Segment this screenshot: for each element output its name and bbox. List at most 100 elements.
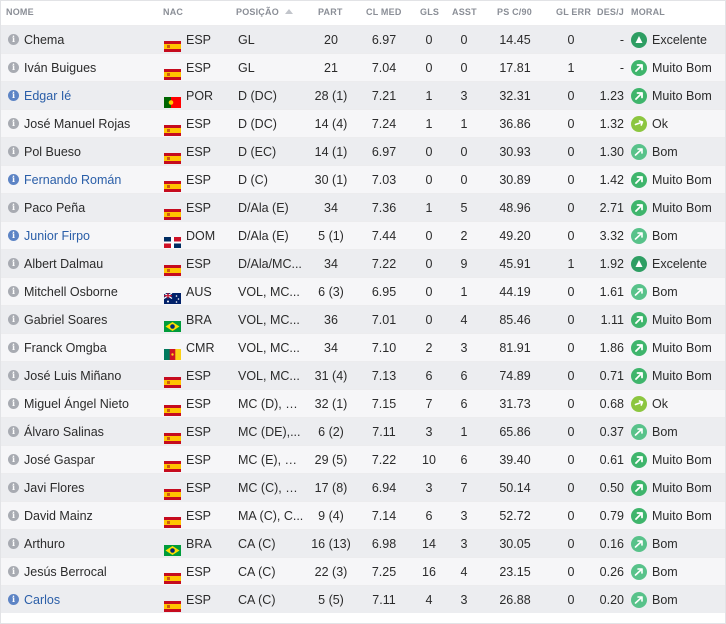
header-des[interactable]: DES/J	[597, 7, 625, 17]
player-name[interactable]: Chema	[24, 33, 65, 47]
table-row[interactable]: i Jesús Berrocal ESP CA (C) 22 (3) 7.25 …	[0, 557, 726, 585]
player-name[interactable]: José Gaspar	[24, 453, 95, 467]
info-cell[interactable]: i	[8, 334, 20, 362]
table-row[interactable]: i José Manuel Rojas ESP D (DC) 14 (4) 7.…	[0, 109, 726, 137]
table-row[interactable]: i Pol Bueso ESP D (EC) 14 (1) 6.97 0 0 3…	[0, 137, 726, 165]
info-icon[interactable]: i	[8, 342, 19, 354]
player-name[interactable]: José Manuel Rojas	[24, 117, 131, 131]
errors-leading-to-goal: 0	[567, 565, 575, 579]
player-name[interactable]: Javi Flores	[24, 481, 85, 495]
info-icon[interactable]: i	[8, 34, 19, 46]
info-icon[interactable]: i	[8, 118, 19, 130]
table-row[interactable]: i Carlos ESP CA (C) 5 (5) 7.11 4 3 26.88…	[0, 585, 726, 613]
player-name[interactable]: José Luis Miñano	[24, 369, 122, 383]
table-row[interactable]: i Paco Peña ESP D/Ala (E) 34 7.36 1 5 48…	[0, 193, 726, 221]
info-icon[interactable]: i	[8, 510, 19, 522]
header-name[interactable]: NOME	[6, 7, 34, 17]
player-name[interactable]: Miguel Ángel Nieto	[24, 397, 129, 411]
info-cell[interactable]: i	[8, 306, 20, 334]
header-ps[interactable]: PS C/90	[497, 7, 532, 17]
table-row[interactable]: i José Luis Miñano ESP VOL, MC... 31 (4)…	[0, 361, 726, 389]
info-icon[interactable]: i	[8, 398, 19, 410]
info-icon[interactable]: i	[8, 230, 19, 242]
table-row[interactable]: i Mitchell Osborne AUS VOL, MC... 6 (3) …	[0, 277, 726, 305]
player-name[interactable]: Fernando Román	[24, 173, 122, 187]
esp-flag-icon	[164, 34, 181, 53]
morale-cell: Bom	[631, 418, 725, 446]
table-row[interactable]: i Gabriel Soares BRA VOL, MC... 36 7.01 …	[0, 305, 726, 333]
player-name[interactable]: Paco Peña	[24, 201, 86, 215]
header-nat[interactable]: NAC	[163, 7, 184, 17]
table-row[interactable]: i Fernando Román ESP D (C) 30 (1) 7.03 0…	[0, 165, 726, 193]
passes-per-90: 14.45	[499, 33, 531, 47]
info-cell[interactable]: i	[8, 418, 20, 446]
info-cell[interactable]: i	[8, 110, 20, 138]
player-name[interactable]: Álvaro Salinas	[24, 425, 104, 439]
table-row[interactable]: i David Mainz ESP MA (C), C... 9 (4) 7.1…	[0, 501, 726, 529]
player-name[interactable]: Iván Buigues	[24, 61, 97, 75]
header-moral[interactable]: MORAL	[631, 7, 665, 17]
table-row[interactable]: i José Gaspar ESP MC (E), M... 29 (5) 7.…	[0, 445, 726, 473]
info-icon[interactable]: i	[8, 258, 19, 270]
info-cell[interactable]: i	[8, 222, 20, 250]
player-name[interactable]: Albert Dalmau	[24, 257, 104, 271]
info-icon[interactable]: i	[8, 594, 19, 606]
info-icon[interactable]: i	[8, 426, 19, 438]
info-cell[interactable]: i	[8, 446, 20, 474]
header-gls[interactable]: GLS	[420, 7, 440, 17]
info-cell[interactable]: i	[8, 54, 20, 82]
player-name[interactable]: Pol Bueso	[24, 145, 81, 159]
info-cell[interactable]: i	[8, 586, 20, 614]
info-cell[interactable]: i	[8, 166, 20, 194]
header-clmed[interactable]: CL MED	[366, 7, 402, 17]
info-cell[interactable]: i	[8, 194, 20, 222]
info-icon[interactable]: i	[8, 286, 19, 298]
table-row[interactable]: i Chema ESP GL 20 6.97 0 0 14.45 0 - Exc…	[0, 25, 726, 53]
table-row[interactable]: i Albert Dalmau ESP D/Ala/MC... 34 7.22 …	[0, 249, 726, 277]
player-name[interactable]: Arthuro	[24, 537, 65, 551]
info-icon[interactable]: i	[8, 90, 19, 102]
table-row[interactable]: i Edgar Ié POR D (DC) 28 (1) 7.21 1 3 32…	[0, 81, 726, 109]
table-row[interactable]: i Arthuro BRA CA (C) 16 (13) 6.98 14 3 3…	[0, 529, 726, 557]
player-name[interactable]: Edgar Ié	[24, 89, 72, 103]
info-icon[interactable]: i	[8, 314, 19, 326]
info-cell[interactable]: i	[8, 138, 20, 166]
morale-muito-bom-icon	[631, 59, 647, 76]
info-icon[interactable]: i	[8, 62, 19, 74]
table-row[interactable]: i Álvaro Salinas ESP MC (DE),... 6 (2) 7…	[0, 417, 726, 445]
info-cell[interactable]: i	[8, 558, 20, 586]
info-icon[interactable]: i	[8, 454, 19, 466]
info-cell[interactable]: i	[8, 278, 20, 306]
table-row[interactable]: i Franck Omgba CMR VOL, MC... 34 7.10 2 …	[0, 333, 726, 361]
header-glerr[interactable]: GL ERR	[556, 7, 592, 17]
header-asst[interactable]: ASST	[452, 7, 477, 17]
info-cell[interactable]: i	[8, 250, 20, 278]
info-icon[interactable]: i	[8, 174, 19, 186]
info-cell[interactable]: i	[8, 82, 20, 110]
table-row[interactable]: i Javi Flores ESP MC (C), M... 17 (8) 6.…	[0, 473, 726, 501]
info-icon[interactable]: i	[8, 482, 19, 494]
player-name[interactable]: Junior Firpo	[24, 229, 90, 243]
player-name[interactable]: Jesús Berrocal	[24, 565, 107, 579]
info-cell[interactable]: i	[8, 530, 20, 558]
info-icon[interactable]: i	[8, 146, 19, 158]
info-cell[interactable]: i	[8, 362, 20, 390]
header-part[interactable]: PART	[318, 7, 343, 17]
info-cell[interactable]: i	[8, 502, 20, 530]
info-icon[interactable]: i	[8, 370, 19, 382]
header-pos[interactable]: POSIÇÃO	[236, 0, 293, 25]
table-row[interactable]: i Iván Buigues ESP GL 21 7.04 0 0 17.81 …	[0, 53, 726, 81]
info-cell[interactable]: i	[8, 26, 20, 54]
player-name[interactable]: David Mainz	[24, 509, 93, 523]
info-cell[interactable]: i	[8, 390, 20, 418]
table-row[interactable]: i Miguel Ángel Nieto ESP MC (D), M... 32…	[0, 389, 726, 417]
info-icon[interactable]: i	[8, 538, 19, 550]
player-name[interactable]: Franck Omgba	[24, 341, 107, 355]
table-row[interactable]: i Junior Firpo DOM D/Ala (E) 5 (1) 7.44 …	[0, 221, 726, 249]
player-name[interactable]: Carlos	[24, 593, 61, 607]
info-icon[interactable]: i	[8, 566, 19, 578]
player-name[interactable]: Mitchell Osborne	[24, 285, 118, 299]
info-cell[interactable]: i	[8, 474, 20, 502]
player-name[interactable]: Gabriel Soares	[24, 313, 108, 327]
info-icon[interactable]: i	[8, 202, 19, 214]
